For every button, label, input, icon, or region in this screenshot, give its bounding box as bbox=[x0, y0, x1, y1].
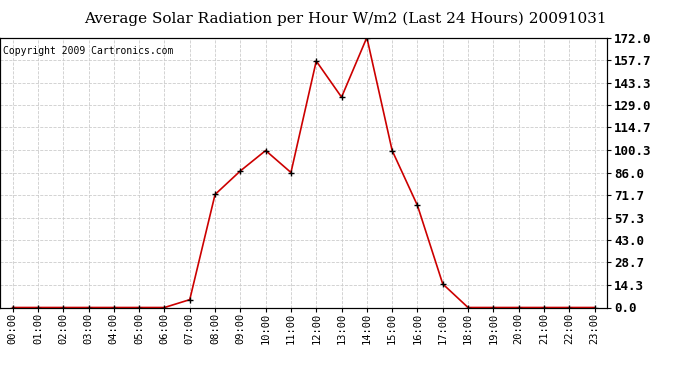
Text: Copyright 2009 Cartronics.com: Copyright 2009 Cartronics.com bbox=[3, 46, 173, 56]
Text: Average Solar Radiation per Hour W/m2 (Last 24 Hours) 20091031: Average Solar Radiation per Hour W/m2 (L… bbox=[83, 11, 607, 26]
